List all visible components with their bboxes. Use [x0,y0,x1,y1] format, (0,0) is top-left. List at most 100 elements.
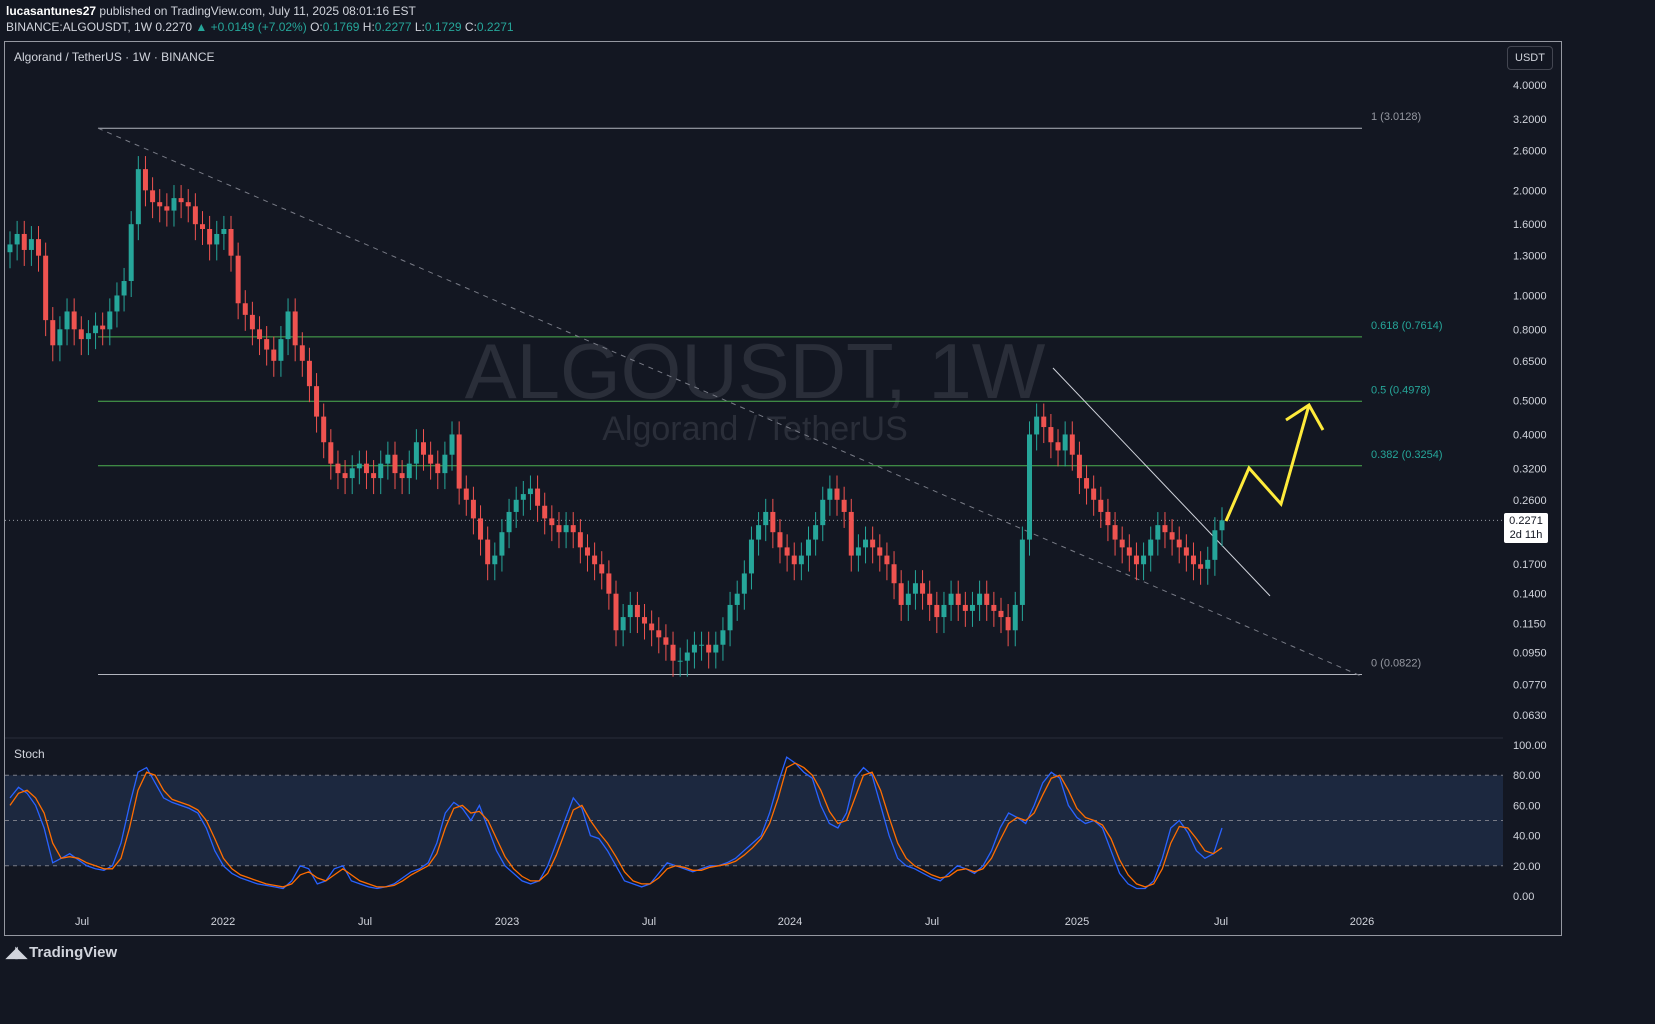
candle-body [399,473,405,479]
candle-body [962,604,968,611]
candle-body [841,499,847,512]
time-axis-label: Jul [925,916,939,928]
candle-body [50,320,56,346]
candle-body [1091,488,1097,500]
candle-body [820,499,826,526]
candle-body [855,547,861,556]
candle-body [1034,416,1040,435]
open-value: 0.1769 [322,20,360,34]
candle-body [1219,520,1225,531]
candle-body [306,360,312,387]
candle-body [378,463,384,479]
candle-body [1055,442,1061,451]
price-tag-countdown: 2d 11h [1509,529,1543,541]
candle-body [442,454,448,474]
candle-body [78,329,84,340]
candle-body [335,463,341,474]
candle-body [85,333,91,340]
candle-body [1141,555,1147,565]
close-value: 0.2271 [476,20,514,34]
candle-body [927,593,933,605]
candle-body [342,473,348,479]
candle-body [150,190,156,203]
candle-body [791,555,797,565]
candle-body [706,644,712,653]
candle-body [527,488,533,495]
candle-body [613,593,619,631]
candle-body [535,488,541,506]
candle-body [577,532,583,548]
candle-body [1162,525,1168,533]
time-axis-label: Jul [75,916,89,928]
time-axis-label: Jul [358,916,372,928]
candle-body [884,555,890,565]
currency-button[interactable]: USDT [1507,46,1553,70]
candle-body [207,229,213,245]
candle-body [805,539,811,556]
candle-body [278,339,284,361]
candle-body [1183,547,1189,556]
candle-body [584,547,590,556]
candle-body [478,518,484,540]
candle-body [1105,511,1111,526]
candle-body [1205,559,1211,569]
candle-body [107,311,113,330]
candle-body [948,593,954,605]
candle-body [36,239,42,256]
candle-body [121,281,127,296]
candle-body [634,604,640,618]
candle-body [813,525,819,540]
candle-body [356,463,362,469]
price-tag-value: 0.2271 [1509,515,1543,527]
candle-body [363,463,369,474]
candle-body [620,617,626,631]
high-label: H: [362,20,375,34]
candle-body [43,255,49,321]
candle-body [185,202,191,207]
candle-body [171,198,177,211]
candle-body [385,454,391,464]
stoch-axis-label: 20.00 [1513,861,1541,873]
candle-body [413,442,419,464]
candle-body [556,525,562,533]
candle-body [1126,547,1132,556]
candle-body [470,499,476,519]
price-axis-label: 2.6000 [1513,146,1547,158]
candle-body [21,233,27,250]
candle-body [748,539,754,574]
tradingview-logo[interactable]: ◢◣ TradingView [6,943,117,962]
candle-body [912,583,918,594]
candle-body [563,525,569,533]
time-axis-label: Jul [642,916,656,928]
chart-frame [4,41,1562,936]
ohlc-legend: BINANCE:ALGOUSDT, 1W 0.2270 ▲ +0.0149 (+… [6,20,514,34]
candle-body [1005,617,1011,631]
price-axis-label: 1.3000 [1513,251,1547,263]
candle-body [1098,499,1104,512]
stoch-axis-label: 80.00 [1513,770,1541,782]
candle-body [606,573,612,594]
candle-body [1048,427,1054,443]
candle-body [1112,525,1118,540]
open-label: O: [310,20,323,34]
candle-body [1119,539,1125,548]
candle-body [649,623,655,631]
candle-body [1062,434,1068,451]
fib-label: 0.618 (0.7614) [1371,320,1443,332]
candle-body [1084,478,1090,489]
candle-body [691,644,697,653]
candle-body [934,604,940,618]
author-name[interactable]: lucasantunes27 [6,4,97,18]
time-axis-label: 2026 [1350,916,1374,928]
candle-body [435,463,441,474]
price-axis-label: 0.5000 [1513,396,1547,408]
candle-body [235,255,241,304]
candle-body [285,311,291,340]
watermark-symbol: ALGOUSDT, 1W [465,327,1046,415]
candle-body [720,630,726,645]
candle-body [699,644,705,646]
candle-body [905,593,911,605]
candle-body [164,206,170,211]
candle-body [642,617,648,624]
